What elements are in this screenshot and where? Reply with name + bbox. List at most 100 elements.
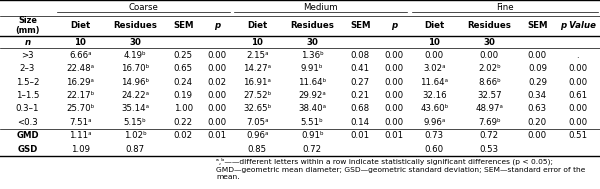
Text: 48.97ᵃ: 48.97ᵃ [475,105,503,113]
Text: 0.3–1: 0.3–1 [16,105,39,113]
Text: 1.11ᵃ: 1.11ᵃ [69,131,91,140]
Text: 0.72: 0.72 [302,145,322,154]
Text: <0.3: <0.3 [17,118,38,127]
Text: 0.09: 0.09 [528,64,547,73]
Text: 0.19: 0.19 [174,91,193,100]
Text: Medium: Medium [303,3,338,12]
Text: p Value: p Value [560,21,596,30]
Text: 0.02: 0.02 [207,77,226,87]
Text: ᵃ,ᵇ——different letters within a row indicate statistically significant differenc: ᵃ,ᵇ——different letters within a row indi… [216,158,586,180]
Text: Residues: Residues [290,21,334,30]
Text: 0.41: 0.41 [351,64,370,73]
Text: 1.09: 1.09 [71,145,89,154]
Text: p: p [391,21,397,30]
Text: SEM: SEM [173,21,193,30]
Text: 0.00: 0.00 [385,105,403,113]
Text: 11.64ᵃ: 11.64ᵃ [421,77,448,87]
Text: 0.34: 0.34 [528,91,547,100]
Text: 10: 10 [428,38,440,47]
Text: 0.61: 0.61 [568,91,587,100]
Text: 0.00: 0.00 [385,91,403,100]
Text: 3.02ᵃ: 3.02ᵃ [423,64,446,73]
Text: 0.96ᵃ: 0.96ᵃ [246,131,268,140]
Text: .: . [577,51,579,60]
Text: 1.02ᵇ: 1.02ᵇ [124,131,146,140]
Text: 11.64ᵇ: 11.64ᵇ [298,77,326,87]
Text: 0.00: 0.00 [207,118,226,127]
Text: Size
(mm): Size (mm) [15,16,40,35]
Text: 16.70ᵇ: 16.70ᵇ [121,64,149,73]
Text: 1.00: 1.00 [173,105,193,113]
Text: 7.05ᵃ: 7.05ᵃ [246,118,269,127]
Text: GMD: GMD [16,131,39,140]
Text: 1.5–2: 1.5–2 [16,77,39,87]
Text: 0.00: 0.00 [207,51,226,60]
Text: 22.48ᵃ: 22.48ᵃ [66,64,94,73]
Text: 8.66ᵇ: 8.66ᵇ [478,77,500,87]
Text: n: n [25,38,31,47]
Text: 22.17ᵇ: 22.17ᵇ [66,91,94,100]
Text: Diet: Diet [424,21,445,30]
Text: 1.36ᵇ: 1.36ᵇ [301,51,323,60]
Text: 14.96ᵇ: 14.96ᵇ [121,77,149,87]
Text: 5.15ᵇ: 5.15ᵇ [124,118,146,127]
Text: 0.00: 0.00 [528,131,547,140]
Text: GSD: GSD [17,145,38,154]
Text: 2–3: 2–3 [20,64,35,73]
Text: 0.73: 0.73 [425,131,444,140]
Text: 0.01: 0.01 [385,131,403,140]
Text: 0.91ᵇ: 0.91ᵇ [301,131,323,140]
Text: 32.57: 32.57 [477,91,502,100]
Text: 0.85: 0.85 [248,145,267,154]
Text: Residues: Residues [113,21,157,30]
Text: SEM: SEM [527,21,548,30]
Text: 0.27: 0.27 [351,77,370,87]
Text: Residues: Residues [467,21,511,30]
Text: 0.22: 0.22 [173,118,193,127]
Text: 0.25: 0.25 [173,51,193,60]
Text: 0.00: 0.00 [568,105,587,113]
Text: 0.21: 0.21 [351,91,370,100]
Text: 1–1.5: 1–1.5 [16,91,39,100]
Text: 0.02: 0.02 [173,131,193,140]
Text: p: p [214,21,220,30]
Text: SEM: SEM [350,21,371,30]
Text: 0.60: 0.60 [425,145,444,154]
Text: 0.08: 0.08 [351,51,370,60]
Text: 9.91ᵇ: 9.91ᵇ [301,64,323,73]
Text: 7.51ᵃ: 7.51ᵃ [69,118,91,127]
Text: 6.66ᵃ: 6.66ᵃ [69,51,91,60]
Text: 0.00: 0.00 [207,64,226,73]
Text: 9.96ᵃ: 9.96ᵃ [423,118,445,127]
Text: 0.72: 0.72 [480,131,499,140]
Text: 30: 30 [129,38,141,47]
Text: Diet: Diet [247,21,268,30]
Text: Fine: Fine [496,3,514,12]
Text: 27.52ᵇ: 27.52ᵇ [243,91,271,100]
Text: 32.16: 32.16 [422,91,446,100]
Text: 25.70ᵇ: 25.70ᵇ [66,105,94,113]
Text: 0.00: 0.00 [385,51,403,60]
Text: 2.15ᵃ: 2.15ᵃ [246,51,269,60]
Text: 0.00: 0.00 [568,118,587,127]
Text: 0.24: 0.24 [173,77,193,87]
Text: 0.01: 0.01 [351,131,370,140]
Text: 0.00: 0.00 [207,105,226,113]
Text: 0.63: 0.63 [528,105,547,113]
Text: 16.29ᵃ: 16.29ᵃ [66,77,94,87]
Text: 0.00: 0.00 [480,51,499,60]
Text: >3: >3 [21,51,34,60]
Text: 10: 10 [74,38,86,47]
Text: 0.29: 0.29 [528,77,547,87]
Text: 0.01: 0.01 [207,131,226,140]
Text: 16.91ᵃ: 16.91ᵃ [244,77,271,87]
Text: 38.40ᵃ: 38.40ᵃ [298,105,326,113]
Text: 0.14: 0.14 [351,118,370,127]
Text: 0.00: 0.00 [568,64,587,73]
Text: 5.51ᵇ: 5.51ᵇ [301,118,323,127]
Text: 43.60ᵇ: 43.60ᵇ [420,105,448,113]
Text: 0.00: 0.00 [385,64,403,73]
Text: 7.69ᵇ: 7.69ᵇ [478,118,500,127]
Text: 2.02ᵇ: 2.02ᵇ [478,64,500,73]
Text: 0.68: 0.68 [351,105,370,113]
